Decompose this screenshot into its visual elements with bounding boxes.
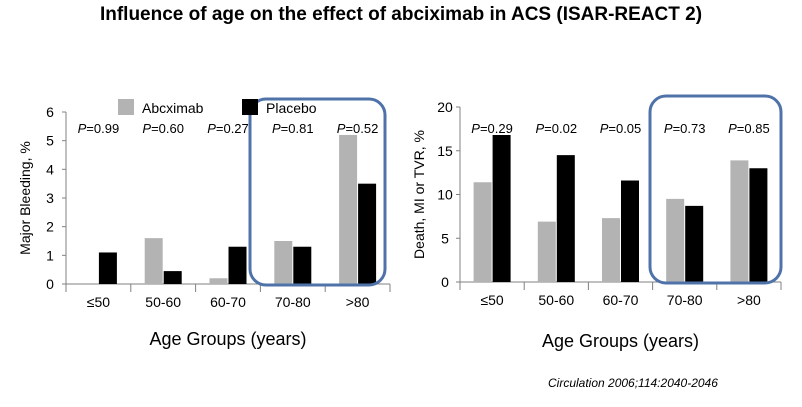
chart1-y-tick-label: 3 <box>46 190 54 206</box>
chart1-p-value: P=0.27 <box>207 121 249 136</box>
chart1-x-tick-label: ≤50 <box>87 294 110 310</box>
chart2-y-axis-title: Death, MI or TVR, % <box>411 130 427 259</box>
chart1-bar-abciximab <box>209 278 228 284</box>
chart1-highlight-box <box>248 97 387 287</box>
citation: Circulation 2006;114:2040-2046 <box>548 376 718 390</box>
chart1-x-tick-label: >80 <box>346 294 370 310</box>
legend-swatch-abciximab <box>118 99 134 115</box>
chart2-p-value: P=0.29 <box>471 121 513 136</box>
chart1-x-axis-title: Age Groups (years) <box>149 329 306 349</box>
chart1-p-value: P=0.99 <box>78 121 120 136</box>
chart2-p-value: P=0.02 <box>536 121 578 136</box>
chart1-y-tick-label: 2 <box>46 219 54 235</box>
chart1-x-tick-label: 70-80 <box>275 294 311 310</box>
chart2-x-axis-title: Age Groups (years) <box>542 331 699 351</box>
chart2-y-tick-label: 0 <box>441 274 449 290</box>
legend-label-abciximab: Abcximab <box>142 100 204 116</box>
chart2-x-tick-label: 70-80 <box>667 292 703 308</box>
chart1-bar-placebo <box>163 271 182 284</box>
chart2-bar-placebo <box>685 205 704 282</box>
chart2-bar-abciximab <box>730 160 749 282</box>
chart1-p-value: P=0.60 <box>142 121 184 136</box>
chart2-p-value: P=0.73 <box>664 121 706 136</box>
chart2-x-tick-label: 60-70 <box>603 292 639 308</box>
chart2-p-value: P=0.85 <box>728 121 770 136</box>
chart1-y-tick-label: 5 <box>46 133 54 149</box>
chart1-bar-placebo <box>293 246 312 284</box>
chart1-bar-placebo <box>358 183 377 284</box>
page-title: Influence of age on the effect of abcixi… <box>99 4 703 25</box>
chart2-bar-placebo <box>621 180 639 282</box>
chart1-p-value: P=0.81 <box>272 121 314 136</box>
chart2-bar-placebo <box>556 155 575 282</box>
chart1-y-axis-title: Major Bleeding, % <box>17 141 33 255</box>
chart2-x-tick-label: ≤50 <box>480 292 503 308</box>
chart2-bar-placebo <box>492 135 511 282</box>
chart2-bar-abciximab <box>537 221 556 282</box>
chart1-bar-abciximab <box>339 134 358 284</box>
chart1-p-value: P=0.52 <box>337 121 379 136</box>
chart1-y-tick-label: 1 <box>46 247 54 263</box>
chart2-bar-abciximab <box>473 182 492 282</box>
legend-swatch-placebo <box>242 99 258 115</box>
chart2-highlight-box <box>648 94 783 285</box>
chart1-x-tick-label: 50-60 <box>145 294 181 310</box>
chart1-x-tick-label: 60-70 <box>210 294 246 310</box>
chart2-y-tick-label: 5 <box>441 230 449 246</box>
chart1-y-tick-label: 0 <box>46 276 54 292</box>
chart2-x-tick-label: >80 <box>737 292 761 308</box>
chart2-y-tick-label: 10 <box>437 187 453 203</box>
chart2-p-value: P=0.05 <box>600 121 642 136</box>
chart1-bar-abciximab <box>274 241 293 284</box>
chart2-bar-abciximab <box>666 198 685 282</box>
chart2-y-tick-label: 15 <box>437 143 453 159</box>
chart1-bar-abciximab <box>144 238 163 284</box>
chart2-x-tick-label: 50-60 <box>538 292 574 308</box>
chart2-bar-placebo <box>749 168 768 282</box>
chart2-bar-abciximab <box>602 218 620 282</box>
chart1-y-tick-label: 4 <box>46 161 54 177</box>
chart1-y-tick-label: 6 <box>46 104 54 120</box>
legend-label-placebo: Placebo <box>266 100 317 116</box>
chart1-bar-placebo <box>98 252 117 284</box>
chart1-bar-placebo <box>228 246 247 284</box>
chart2-y-tick-label: 20 <box>437 99 453 115</box>
